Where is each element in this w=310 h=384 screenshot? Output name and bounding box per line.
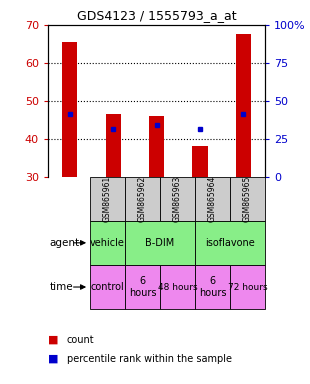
Bar (149, 116, 164, 177)
Bar (195, 177, 230, 221)
Bar (125, 177, 160, 221)
Bar (160, 265, 195, 309)
Text: time: time (50, 282, 73, 292)
Text: GSM865965: GSM865965 (243, 175, 252, 222)
Text: GSM865962: GSM865962 (138, 175, 147, 222)
Text: ■: ■ (48, 354, 59, 364)
Text: 72 hours: 72 hours (228, 283, 267, 291)
Bar (236, 35, 251, 177)
Bar (230, 177, 265, 221)
Text: 48 hours: 48 hours (158, 283, 197, 291)
Bar (160, 177, 195, 221)
Bar (125, 221, 195, 265)
Text: percentile rank within the sample: percentile rank within the sample (67, 354, 232, 364)
Text: B-DIM: B-DIM (145, 238, 175, 248)
Text: GSM865961: GSM865961 (103, 175, 112, 222)
Bar (192, 146, 208, 177)
Bar (90, 177, 125, 221)
Text: GSM865963: GSM865963 (173, 175, 182, 222)
Text: 6
hours: 6 hours (129, 276, 156, 298)
Bar (90, 221, 125, 265)
Bar (230, 265, 265, 309)
Text: GSM865964: GSM865964 (208, 175, 217, 222)
Bar (62, 42, 78, 177)
Bar (90, 265, 125, 309)
Bar (195, 265, 230, 309)
Text: ■: ■ (48, 335, 59, 345)
Text: agent: agent (50, 238, 80, 248)
Text: vehicle: vehicle (90, 238, 125, 248)
Title: GDS4123 / 1555793_a_at: GDS4123 / 1555793_a_at (77, 9, 236, 22)
Text: 6
hours: 6 hours (199, 276, 226, 298)
Text: isoflavone: isoflavone (205, 238, 255, 248)
Text: control: control (91, 282, 124, 292)
Text: count: count (67, 335, 94, 345)
Bar (125, 265, 160, 309)
Bar (195, 221, 265, 265)
Bar (105, 114, 121, 177)
